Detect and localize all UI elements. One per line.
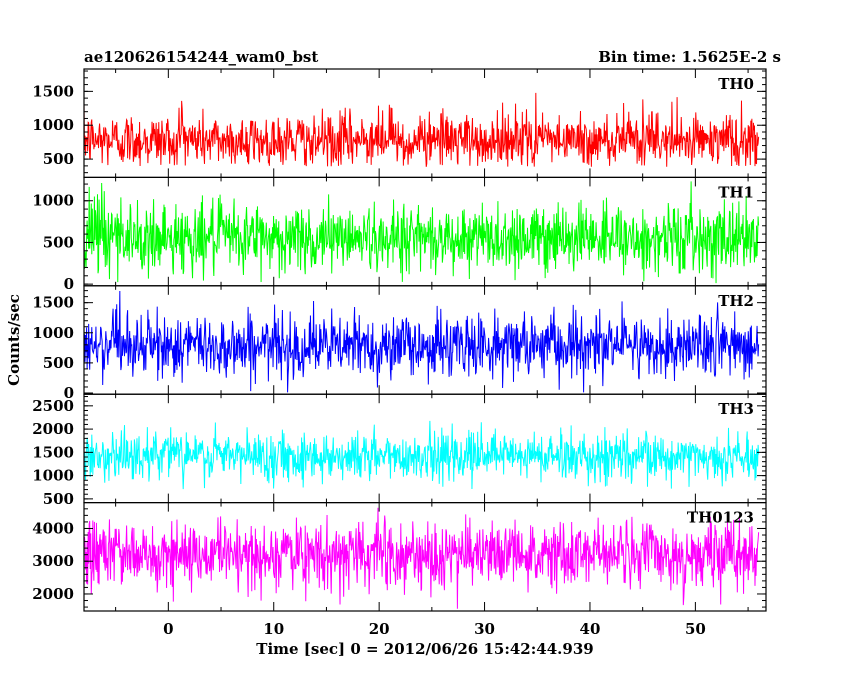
x-tick-label: 40 <box>580 620 601 638</box>
y-tick-label: 1000 <box>32 192 74 210</box>
y-tick-label: 1000 <box>32 116 74 134</box>
panel-label-th1: TH1 <box>718 183 754 201</box>
panel-label-th3: TH3 <box>718 400 754 418</box>
series-line-th1 <box>84 181 760 284</box>
y-tick-label: 500 <box>43 490 74 508</box>
y-tick-label: 1000 <box>32 324 74 342</box>
series-line-th2 <box>84 290 760 393</box>
y-tick-label: 500 <box>43 233 74 251</box>
panel-label-th2: TH2 <box>718 292 754 310</box>
panel-th1: 0 500 1000 TH1 <box>32 176 767 293</box>
y-tick-label: 1500 <box>32 82 74 100</box>
panel-label-th0123: TH0123 <box>687 509 754 527</box>
y-tick-label: 1500 <box>32 294 74 312</box>
chart-title-left: ae120626154244_wam0_bst <box>84 48 318 66</box>
x-tick-label: 10 <box>263 620 284 638</box>
x-tick-label: 30 <box>474 620 495 638</box>
series-line-th0123 <box>84 507 760 609</box>
series-line-th0 <box>84 92 760 167</box>
panel-th0: 500 1000 1500 TH0 <box>32 68 767 179</box>
y-tick-label: 500 <box>43 150 74 168</box>
panel-th2: 0 500 1000 1500 TH2 <box>32 285 767 402</box>
y-tick-label: 2500 <box>32 397 74 415</box>
x-axis-label: Time [sec] 0 = 2012/06/26 15:42:44.939 <box>256 640 593 658</box>
y-tick-label: 1000 <box>32 467 74 485</box>
panel-label-th0: TH0 <box>718 75 754 93</box>
x-tick-label: 0 <box>163 620 173 638</box>
y-tick-label: 0 <box>64 384 74 402</box>
x-tick-label: 20 <box>369 620 390 638</box>
y-tick-label: 2000 <box>32 420 74 438</box>
panel-frame <box>83 502 767 612</box>
series-line-th3 <box>84 420 760 490</box>
y-tick-label: 500 <box>43 354 74 372</box>
panel-frame <box>83 285 767 395</box>
chart-title-right: Bin time: 1.5625E-2 s <box>598 48 781 66</box>
panel-th3: 500 1000 1500 2000 2500 TH3 <box>32 393 767 508</box>
x-tick-label: 50 <box>685 620 706 638</box>
y-tick-label: 3000 <box>32 552 74 570</box>
y-tick-label: 2000 <box>32 585 74 603</box>
y-axis-label: Counts/sec <box>5 294 23 386</box>
y-tick-label: 1500 <box>32 443 74 461</box>
panel-th0123: 2000 3000 4000 TH0123 <box>32 502 767 612</box>
y-tick-label: 0 <box>64 275 74 293</box>
y-tick-label: 4000 <box>32 519 74 537</box>
